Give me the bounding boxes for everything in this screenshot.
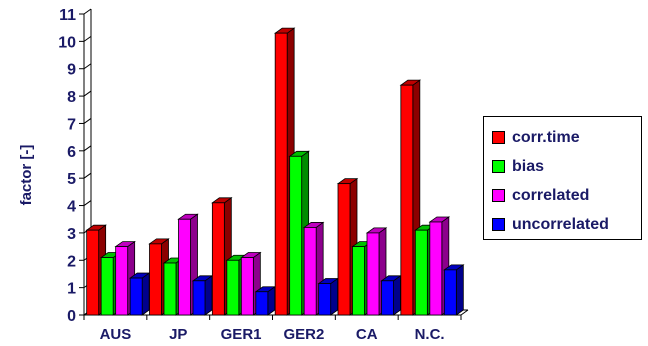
bar-series [85,27,465,316]
bar [380,275,402,316]
bar-front [303,227,317,316]
y-tick-depth [83,172,92,179]
legend-item: correlated [492,181,641,210]
legend-item: uncorrelated [492,210,641,239]
bar-front [400,84,414,316]
y-tick-depth [83,8,92,15]
y-tick-depth [83,35,92,42]
bar [128,272,151,316]
legend-label: bias [512,157,545,175]
bar-side [455,264,464,316]
x-tick-label: AUS [100,326,132,343]
bar-front [149,243,162,316]
bar-front [318,283,332,316]
bar-front [274,32,288,316]
x-tick-label: JP [169,326,187,343]
bar-side [204,275,213,316]
bar-front [100,257,114,316]
bar-front [414,229,428,316]
bar-side [393,275,401,316]
y-axis-label: factor [-] [18,145,35,206]
y-tick-depth [83,63,92,70]
legend-label: corr.time [512,128,580,146]
bar-front [86,229,100,316]
y-tick-label: 3 [67,226,76,243]
y-tick-depth [83,118,92,124]
y-tick-label: 8 [67,89,76,106]
bar-front [337,183,351,316]
chart-legend: corr.time bias correlated uncorrelated [483,116,642,240]
bar-front [429,221,443,316]
y-tick-depth [83,200,92,206]
bar [191,275,214,316]
bar-front [178,218,191,316]
bar [240,251,262,316]
bar-front [163,262,177,316]
y-tick-label: 4 [67,199,76,216]
bar-side [330,277,339,316]
y-tick-depth [83,90,92,97]
legend-item: corr.time [492,123,641,152]
legend-label: uncorrelated [512,215,609,233]
legend-item: bias [492,152,641,181]
legend-swatch [492,160,505,173]
legend-swatch [492,218,505,231]
y-tick-label: 7 [67,116,76,133]
bar-side [141,272,150,316]
floor-edge [460,309,469,316]
legend-swatch [492,189,505,202]
legend-swatch [492,131,505,144]
y-tick-label: 9 [67,62,76,79]
x-tick-label: GER2 [283,326,324,343]
y-tick-label: 6 [67,144,76,161]
y-tick-label: 11 [59,7,76,24]
y-tick-label: 0 [67,308,76,325]
y-tick-depth [83,145,92,152]
bar-front [192,280,206,316]
bar-front [366,232,380,316]
bar-front [381,280,394,316]
y-tick-label: 5 [67,171,76,188]
bar-front [255,291,269,316]
bar [254,285,277,316]
bar-front [443,269,457,316]
bar [177,213,199,316]
bar-front [240,257,254,316]
bar-front [129,277,143,316]
y-tick-label: 10 [58,34,76,51]
bar-front [289,155,303,316]
bar [443,264,465,316]
x-tick-label: GER1 [221,326,262,343]
bar [317,277,339,316]
bar-front [352,246,365,316]
x-tick-label: N.C. [415,326,445,343]
bar-front [211,202,225,316]
x-tick-label: CA [356,326,378,343]
bar-front [115,246,129,316]
y-tick-label: 1 [67,281,76,298]
bar [211,197,233,316]
bar-front [226,259,240,316]
y-tick-label: 2 [67,253,76,270]
y-tick-labels: 0 1 2 3 4 5 6 7 8 9 10 11 [58,7,76,325]
legend-label: correlated [512,186,590,204]
x-tick-labels: AUS JP GER1 GER2 CA N.C. [100,326,445,343]
